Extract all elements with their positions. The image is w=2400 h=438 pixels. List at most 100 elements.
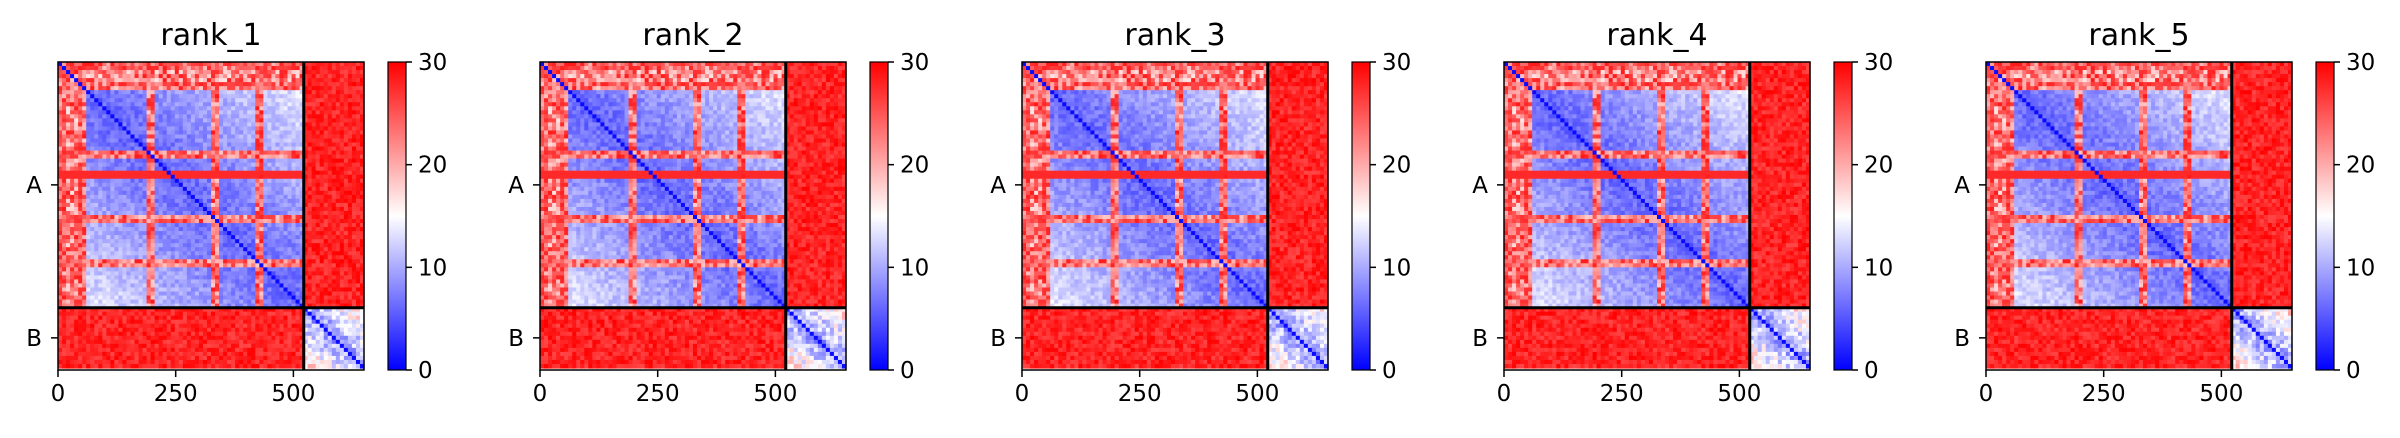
heatmap-cell	[122, 323, 128, 329]
heatmap-cell	[206, 219, 212, 224]
heatmap-cell	[190, 210, 196, 216]
heatmap-cell	[219, 170, 224, 176]
heatmap-cell	[82, 215, 87, 220]
heatmap-cell	[142, 287, 148, 293]
heatmap-cell	[78, 198, 83, 204]
heatmap-cell	[62, 307, 67, 313]
heatmap-cell	[215, 255, 220, 260]
heatmap-cell	[267, 239, 272, 244]
heatmap-cell	[182, 150, 188, 156]
heatmap-cell	[315, 106, 321, 111]
heatmap-cell	[142, 122, 148, 128]
heatmap-cell	[190, 106, 196, 111]
heatmap-cell	[202, 271, 208, 276]
heatmap-cell	[74, 186, 79, 192]
heatmap-cell	[247, 194, 252, 200]
heatmap-cell	[162, 78, 168, 83]
heatmap-cell	[351, 223, 357, 228]
heatmap-cell	[283, 138, 289, 144]
heatmap-cell	[198, 126, 204, 132]
heatmap-cell	[271, 146, 277, 152]
heatmap-cell	[331, 239, 337, 244]
heatmap-cell	[114, 235, 119, 240]
heatmap-cell	[287, 70, 293, 75]
heatmap-cell	[227, 263, 232, 268]
heatmap-cell	[359, 235, 365, 240]
heatmap-cell	[251, 110, 256, 115]
heatmap-cell	[347, 90, 353, 95]
heatmap-cell	[138, 98, 144, 103]
heatmap-cell	[315, 231, 321, 236]
heatmap-cell	[198, 287, 204, 293]
heatmap-cell	[74, 267, 79, 272]
heatmap-cell	[355, 62, 361, 67]
heatmap-cell	[166, 78, 172, 83]
heatmap-cell	[94, 303, 99, 309]
heatmap-cell	[351, 70, 357, 75]
heatmap-cell	[202, 130, 208, 136]
heatmap-cell	[90, 182, 95, 188]
heatmap-cell	[62, 319, 67, 325]
heatmap-cell	[154, 319, 160, 325]
heatmap-cell	[243, 247, 248, 252]
heatmap-cell	[126, 90, 132, 95]
heatmap-cell	[303, 178, 309, 184]
heatmap-cell	[295, 303, 301, 309]
heatmap-cell	[355, 154, 361, 160]
heatmap-cell	[202, 239, 208, 244]
heatmap-cell	[255, 287, 260, 293]
heatmap-cell	[142, 259, 148, 264]
heatmap-cell	[235, 138, 240, 144]
heatmap-cell	[287, 66, 293, 71]
heatmap-cell	[227, 202, 232, 208]
heatmap-cell	[223, 74, 228, 79]
heatmap-cell	[78, 219, 83, 224]
heatmap-cell	[243, 206, 248, 212]
heatmap-cell	[186, 138, 192, 144]
heatmap-cell	[178, 223, 184, 228]
heatmap-cell	[198, 283, 204, 289]
heatmap-cell	[98, 90, 103, 95]
heatmap-cell	[287, 74, 293, 79]
heatmap-cell	[186, 182, 192, 188]
heatmap-cell	[335, 174, 341, 180]
heatmap-cell	[86, 146, 91, 152]
heatmap-cell	[355, 94, 361, 99]
heatmap-cell	[315, 98, 321, 103]
heatmap-cell	[114, 319, 119, 325]
heatmap-cell	[86, 283, 91, 289]
heatmap-cell	[299, 267, 305, 272]
heatmap-cell	[106, 299, 111, 305]
heatmap-cell	[70, 202, 75, 208]
heatmap-cell	[227, 114, 232, 119]
heatmap-cell	[239, 247, 244, 252]
heatmap-cell	[219, 162, 224, 168]
heatmap-cell	[142, 194, 148, 200]
heatmap-cell	[311, 86, 317, 91]
heatmap-cell	[287, 82, 293, 87]
heatmap-cell	[106, 150, 111, 156]
heatmap-cell	[58, 134, 63, 140]
heatmap-cell	[66, 247, 71, 252]
heatmap-cell	[311, 215, 317, 220]
heatmap-cell	[162, 231, 168, 236]
heatmap-cell	[271, 219, 277, 224]
heatmap-cell	[94, 307, 99, 313]
heatmap-cell	[98, 130, 103, 136]
heatmap-cell	[206, 154, 212, 160]
heatmap-cell	[231, 243, 236, 248]
heatmap-cell	[178, 150, 184, 156]
heatmap-cell	[118, 94, 124, 99]
heatmap-cell	[134, 303, 140, 309]
heatmap-cell	[154, 206, 160, 212]
heatmap-cell	[279, 210, 285, 216]
heatmap-cell	[170, 138, 176, 144]
heatmap-cell	[247, 239, 252, 244]
heatmap-cell	[186, 319, 192, 325]
heatmap-cell	[235, 202, 240, 208]
heatmap-cell	[90, 263, 95, 268]
heatmap-cell	[355, 303, 361, 309]
heatmap-cell	[106, 235, 111, 240]
heatmap-cell	[255, 194, 260, 200]
heatmap-cell	[190, 251, 196, 256]
